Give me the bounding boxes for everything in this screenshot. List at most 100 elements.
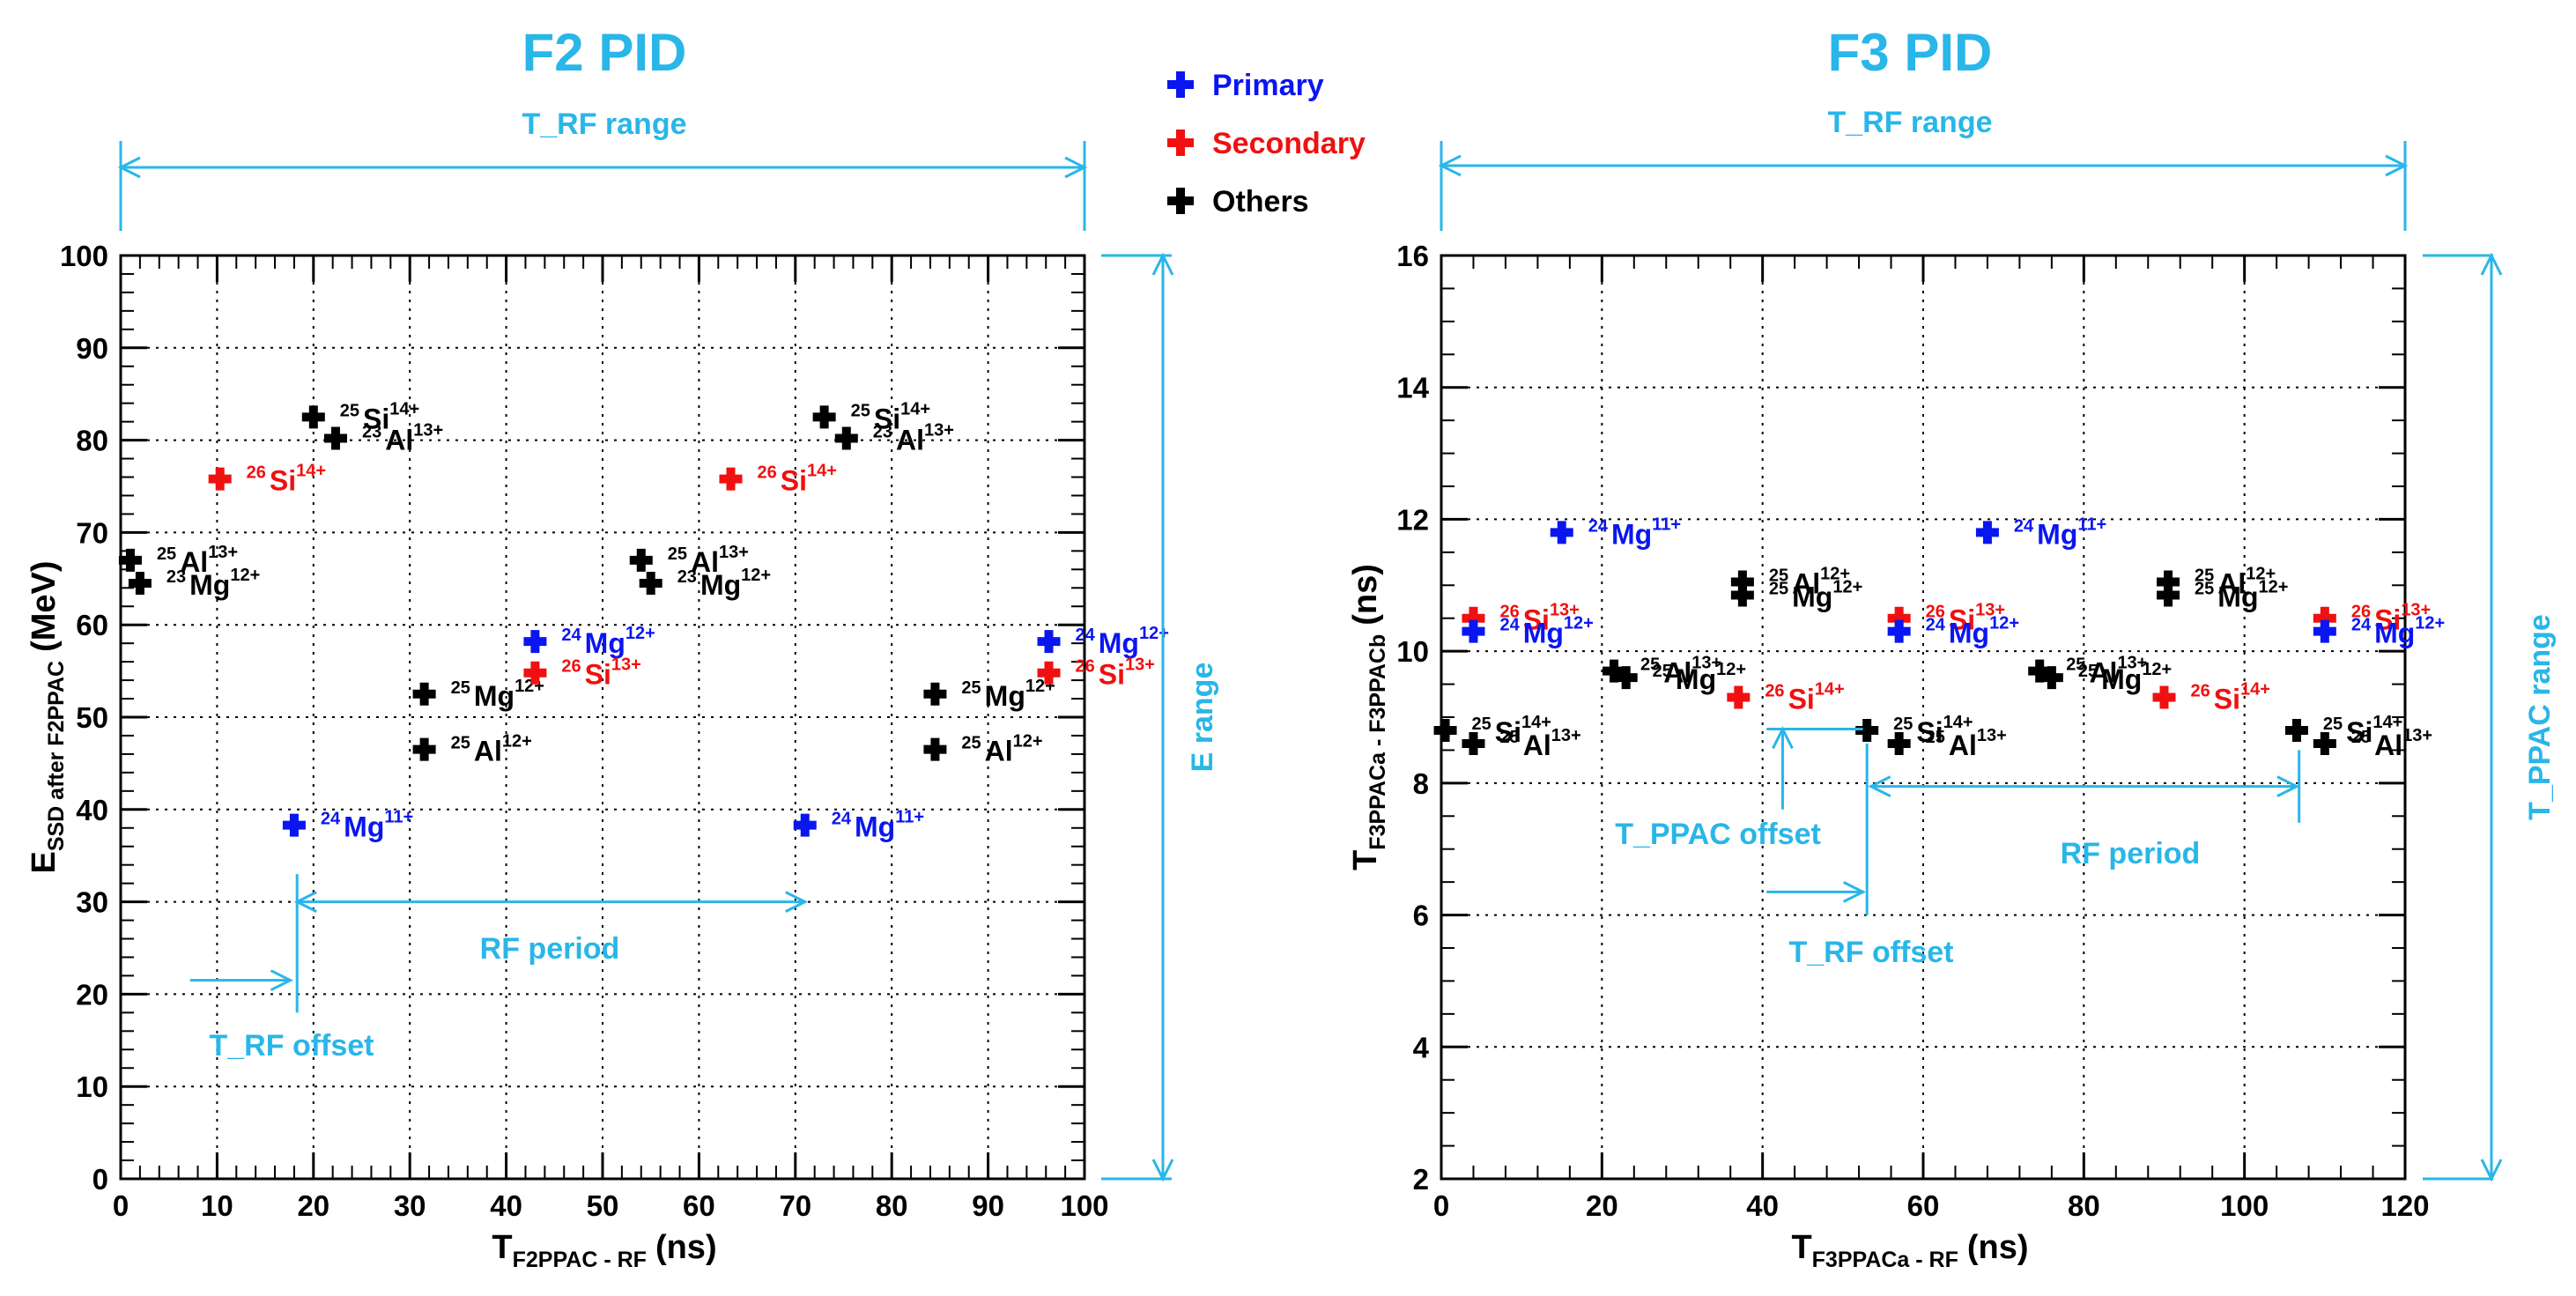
x-tick-label: 40 — [490, 1189, 522, 1222]
f3-rf-period-arrow — [1868, 775, 2300, 797]
isotope-element: Al — [1523, 729, 1551, 761]
isotope-element: Mg — [2037, 518, 2077, 550]
point-cross-icon — [1462, 606, 1485, 630]
isotope-mass: 25 — [961, 734, 981, 753]
isotope-element: Mg — [1949, 618, 1989, 649]
data-point-others: 25 Mg12+ — [1730, 578, 1862, 613]
isotope-charge: 14+ — [389, 399, 419, 418]
point-cross-icon — [523, 661, 547, 685]
f3-gridlines — [1441, 255, 2405, 1179]
data-point-secondary: 26 Si14+ — [719, 462, 837, 497]
x-tick-label: 60 — [1907, 1189, 1940, 1222]
isotope-element: Al — [180, 546, 208, 578]
point-cross-icon — [1433, 718, 1457, 742]
x-tick-label: 100 — [2220, 1189, 2269, 1222]
isotope-charge: 13+ — [1551, 726, 1581, 745]
isotope-element: Mg — [700, 569, 741, 601]
isotope-charge: 11+ — [895, 808, 924, 827]
isotope-element: Si — [781, 465, 807, 497]
f2-y-label-sub: SSD after F2PPAC — [44, 661, 69, 851]
isotope-mass: 25 — [2066, 655, 2085, 675]
f2-trf-offset-label: T_RF offset — [210, 1029, 374, 1063]
f2-trf-offset-arrow — [189, 969, 293, 992]
data-point-primary: 24 Mg11+ — [1975, 515, 2106, 550]
data-point-secondary: 26 Si14+ — [1727, 680, 1845, 715]
isotope-label: 25 Si14+ — [2323, 713, 2402, 748]
f2-y-label-main: E — [26, 851, 63, 873]
isotope-label: 26 Si14+ — [1765, 680, 1844, 715]
isotope-element: Mg — [474, 680, 514, 712]
isotope-label: 25 Mg12+ — [1653, 660, 1746, 695]
f3-x-label-unit: (ns) — [1967, 1229, 2029, 1266]
isotope-charge: 14+ — [1521, 713, 1551, 732]
f2-rf-period-arrow — [293, 891, 809, 913]
isotope-label: 26 Si13+ — [1076, 655, 1155, 691]
isotope-charge: 14+ — [900, 399, 930, 418]
isotope-element: Mg — [1099, 627, 1139, 659]
isotope-mass: 26 — [1076, 657, 1095, 677]
f3-y-label-unit: (ns) — [1347, 564, 1384, 626]
f3-x-axis-label: TF3PPACa - RF (ns) — [1791, 1229, 2028, 1272]
f2-gridlines — [121, 255, 1084, 1179]
isotope-label: 25 Mg12+ — [1769, 578, 1862, 613]
isotope-mass: 25 — [1769, 567, 1788, 586]
y-tick-label: 100 — [60, 240, 108, 272]
point-cross-icon — [1730, 583, 1754, 607]
isotope-mass: 24 — [561, 626, 581, 645]
f2-y-label-unit: (MeV) — [26, 560, 63, 651]
f3-y-axis-label: TF3PPACa - F3PPACb (ns) — [1347, 564, 1390, 870]
data-point-primary: 24 Mg11+ — [282, 808, 413, 843]
point-cross-icon — [1550, 521, 1573, 544]
isotope-element: Mg — [189, 569, 230, 601]
y-tick-label: 80 — [76, 425, 108, 457]
isotope-label: 25 Si14+ — [851, 399, 930, 434]
isotope-charge: 12+ — [1832, 578, 1862, 597]
point-cross-icon — [523, 630, 547, 654]
isotope-element: Al — [896, 425, 924, 456]
legend-marker-others — [1167, 188, 1194, 214]
f3-tppac-range-label: T_PPAC range — [2523, 614, 2557, 820]
isotope-mass: 25 — [1499, 728, 1519, 747]
isotope-element: Mg — [855, 811, 895, 843]
isotope-mass: 25 — [451, 734, 470, 753]
isotope-mass: 25 — [961, 678, 981, 698]
isotope-label: 24 Mg12+ — [2351, 614, 2445, 649]
x-tick-label: 0 — [113, 1189, 129, 1222]
point-cross-icon — [1603, 659, 1626, 683]
isotope-element: Mg — [1523, 618, 1564, 649]
isotope-charge: 12+ — [1716, 660, 1746, 679]
isotope-element: Mg — [2101, 663, 2142, 695]
point-cross-icon — [1855, 718, 1879, 742]
isotope-charge: 12+ — [1989, 614, 2019, 633]
isotope-element: Mg — [1792, 581, 1832, 613]
isotope-mass: 25 — [340, 401, 359, 420]
isotope-element: Si — [1916, 716, 1943, 748]
isotope-element: Al — [385, 425, 413, 456]
isotope-mass: 25 — [2323, 715, 2343, 734]
isotope-label: 25 Al13+ — [1499, 726, 1580, 761]
isotope-element: Al — [985, 736, 1013, 767]
data-point-secondary: 26 Si13+ — [2313, 601, 2431, 636]
point-cross-icon — [2157, 583, 2180, 607]
x-tick-label: 80 — [2068, 1189, 2100, 1222]
point-cross-icon — [412, 737, 436, 761]
point-cross-icon — [282, 813, 306, 837]
data-point-others: 25 Mg12+ — [412, 677, 544, 712]
f3-tppac-range-arrow — [2480, 252, 2503, 1182]
legend-item-primary: Primary — [1167, 69, 1324, 102]
isotope-label: 26 Si13+ — [561, 655, 640, 691]
isotope-label: 25 Al13+ — [2066, 654, 2147, 689]
y-tick-label: 20 — [76, 978, 108, 1011]
f2-axis-ticks: 0 10 20 30 40 50 60 70 80 90 100 0 10 20 30 40 50 60 70 80 9… — [60, 240, 1109, 1222]
f2-x-label-main: T — [492, 1229, 512, 1266]
isotope-mass: 25 — [157, 544, 176, 564]
isotope-charge: 13+ — [719, 543, 749, 562]
x-tick-label: 70 — [779, 1189, 811, 1222]
isotope-label: 24 Mg12+ — [561, 624, 655, 659]
data-point-secondary: 26 Si13+ — [1037, 655, 1155, 691]
legend: Primary Secondary Others — [1167, 69, 1366, 218]
data-point-others: 25 Mg12+ — [923, 677, 1055, 712]
y-tick-label: 2 — [1413, 1163, 1429, 1196]
point-cross-icon — [834, 426, 858, 450]
y-tick-label: 60 — [76, 609, 108, 641]
